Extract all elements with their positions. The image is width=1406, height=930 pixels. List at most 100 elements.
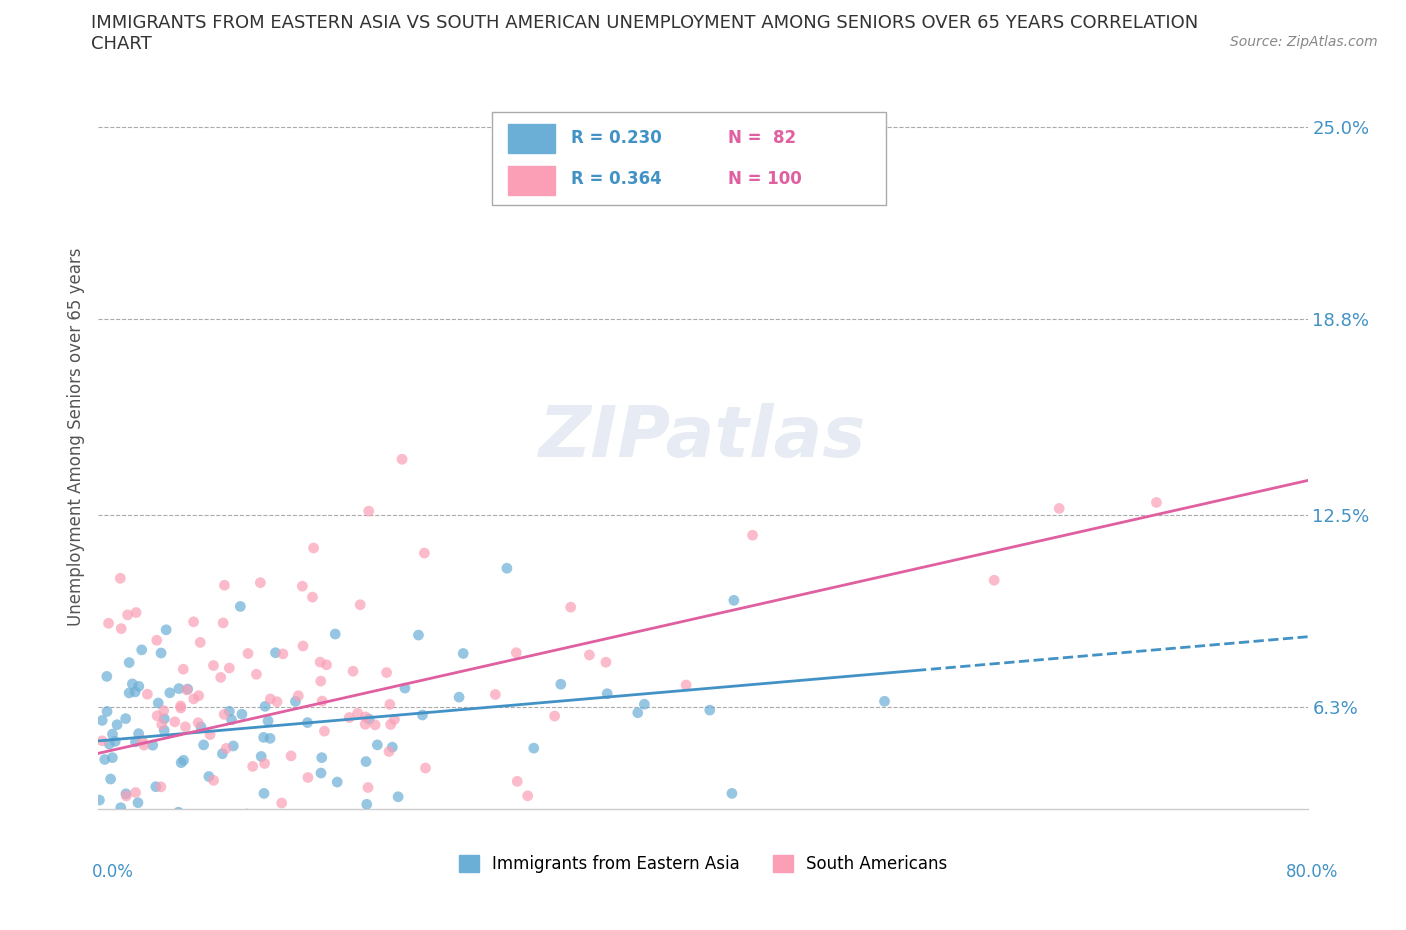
Point bbox=[107, 895, 129, 910]
Point bbox=[315, 658, 337, 672]
Point bbox=[411, 708, 433, 723]
Point bbox=[357, 504, 380, 519]
Point bbox=[259, 731, 281, 746]
Point bbox=[505, 645, 527, 660]
Point bbox=[136, 686, 159, 701]
Point bbox=[170, 755, 193, 770]
Point bbox=[150, 645, 173, 660]
Point bbox=[301, 590, 323, 604]
Point bbox=[627, 705, 650, 720]
Point bbox=[148, 696, 170, 711]
Point bbox=[115, 789, 138, 804]
Point bbox=[578, 647, 600, 662]
Point bbox=[983, 573, 1005, 588]
Point bbox=[202, 895, 225, 910]
Point bbox=[218, 660, 240, 675]
Point bbox=[183, 809, 205, 824]
Text: CHART: CHART bbox=[91, 35, 152, 53]
Bar bbox=[508, 124, 555, 153]
Point bbox=[131, 733, 153, 748]
Point bbox=[176, 682, 198, 697]
Point bbox=[115, 787, 138, 802]
Point bbox=[149, 779, 172, 794]
Point bbox=[174, 719, 197, 734]
Point bbox=[121, 676, 143, 691]
Text: IMMIGRANTS FROM EASTERN ASIA VS SOUTH AMERICAN UNEMPLOYMENT AMONG SENIORS OVER 6: IMMIGRANTS FROM EASTERN ASIA VS SOUTH AM… bbox=[91, 14, 1199, 32]
Point bbox=[146, 709, 169, 724]
Point bbox=[309, 765, 332, 780]
Point bbox=[259, 869, 281, 883]
Point bbox=[364, 717, 387, 732]
Legend: Immigrants from Eastern Asia, South Americans: Immigrants from Eastern Asia, South Amer… bbox=[451, 848, 955, 880]
Point bbox=[100, 772, 122, 787]
Point bbox=[198, 727, 221, 742]
Point bbox=[105, 717, 128, 732]
Point bbox=[188, 635, 211, 650]
Point bbox=[208, 814, 231, 829]
Point bbox=[155, 622, 177, 637]
Point bbox=[292, 639, 315, 654]
Point bbox=[309, 655, 332, 670]
Text: N = 100: N = 100 bbox=[728, 170, 801, 189]
Point bbox=[257, 713, 280, 728]
Point bbox=[284, 694, 307, 709]
Point bbox=[229, 599, 252, 614]
Point bbox=[496, 561, 519, 576]
Point bbox=[245, 667, 267, 682]
Point bbox=[287, 688, 309, 703]
Point bbox=[101, 751, 124, 765]
Point bbox=[193, 737, 215, 752]
Point bbox=[124, 684, 146, 699]
Point bbox=[543, 709, 565, 724]
Point bbox=[110, 571, 132, 586]
Point bbox=[152, 703, 174, 718]
Point bbox=[97, 616, 120, 631]
Point bbox=[117, 607, 139, 622]
Point bbox=[378, 697, 401, 711]
Point bbox=[249, 576, 271, 591]
Point bbox=[94, 752, 117, 767]
Point bbox=[124, 785, 146, 800]
Point bbox=[125, 605, 148, 620]
Point bbox=[337, 711, 360, 725]
Point bbox=[96, 669, 118, 684]
Point bbox=[254, 699, 277, 714]
Point bbox=[354, 717, 377, 732]
Point bbox=[384, 712, 406, 727]
Point bbox=[170, 700, 193, 715]
Text: Source: ZipAtlas.com: Source: ZipAtlas.com bbox=[1230, 35, 1378, 49]
Point bbox=[111, 810, 134, 825]
Point bbox=[218, 704, 240, 719]
Point bbox=[250, 749, 273, 764]
Point bbox=[413, 546, 436, 561]
Point bbox=[159, 685, 181, 700]
Text: R = 0.230: R = 0.230 bbox=[571, 128, 662, 147]
Bar bbox=[508, 166, 555, 195]
Point bbox=[149, 839, 172, 854]
Point bbox=[741, 527, 763, 542]
Point bbox=[167, 681, 190, 696]
Point bbox=[595, 655, 617, 670]
Point bbox=[145, 779, 167, 794]
FancyBboxPatch shape bbox=[492, 112, 886, 205]
Point bbox=[873, 694, 896, 709]
Point bbox=[212, 707, 235, 722]
Point bbox=[217, 893, 239, 908]
Point bbox=[346, 706, 368, 721]
Point bbox=[110, 800, 132, 815]
Point bbox=[311, 694, 333, 709]
Point bbox=[172, 662, 194, 677]
Text: ZIPatlas: ZIPatlas bbox=[540, 403, 866, 472]
Point bbox=[214, 578, 236, 592]
Point bbox=[323, 627, 346, 642]
Point bbox=[516, 789, 538, 804]
Point bbox=[200, 839, 222, 854]
Point bbox=[132, 737, 155, 752]
Point bbox=[297, 770, 319, 785]
Point bbox=[215, 741, 238, 756]
Point bbox=[187, 688, 209, 703]
Point bbox=[153, 723, 176, 737]
Point bbox=[523, 740, 546, 755]
Point bbox=[366, 737, 388, 752]
Text: 80.0%: 80.0% bbox=[1286, 863, 1339, 881]
